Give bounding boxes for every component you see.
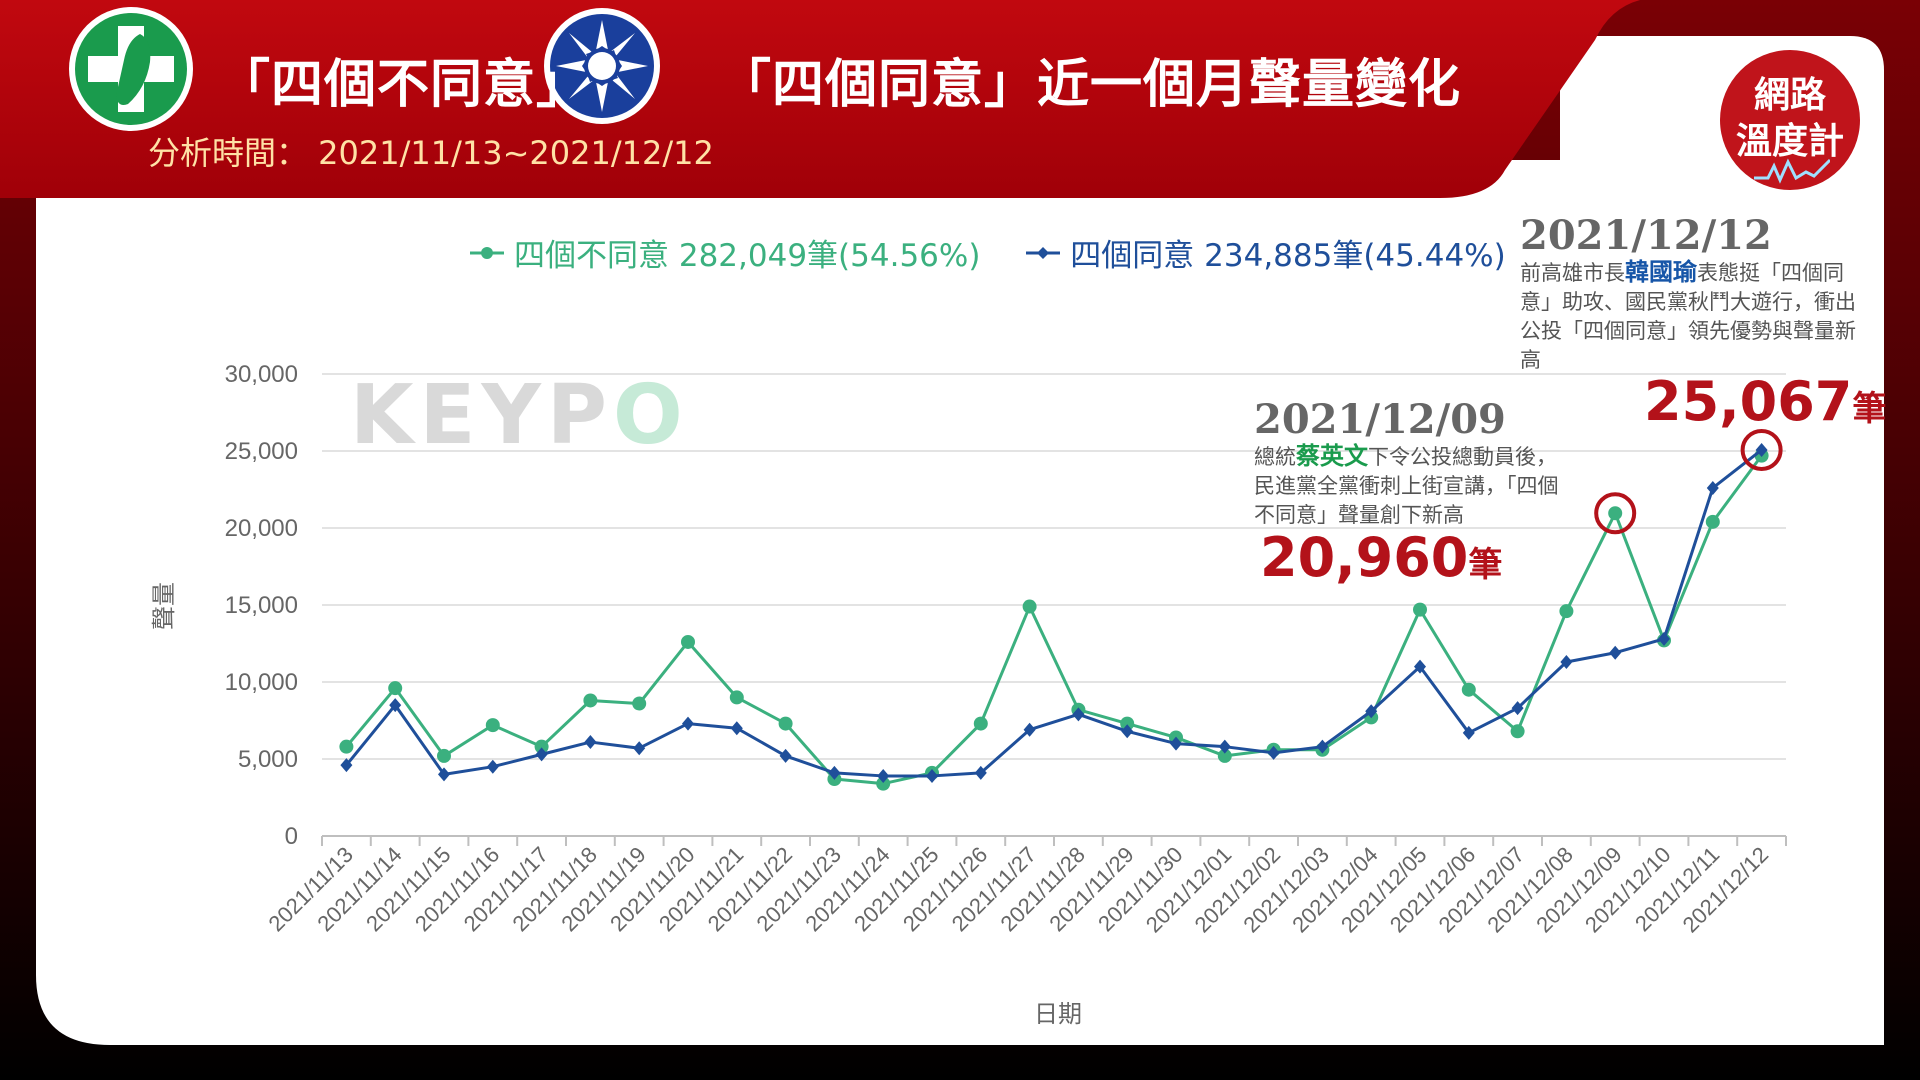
data-point-circle <box>437 748 451 763</box>
series-line-0 <box>345 454 1763 786</box>
data-point-diamond <box>877 768 890 783</box>
data-point-circle <box>339 739 354 754</box>
data-point-circle <box>583 693 598 708</box>
data-point-circle <box>1510 724 1525 739</box>
data-point-circle <box>778 716 793 731</box>
legend-label-disagree: 四個不同意 282,049筆(54.56%) <box>514 238 981 274</box>
data-point-diamond <box>1072 707 1085 722</box>
data-point-diamond <box>438 767 450 782</box>
data-point-diamond <box>1755 442 1768 457</box>
data-point-circle <box>729 690 744 705</box>
data-point-circle <box>485 718 500 733</box>
data-point-circle <box>632 696 647 711</box>
dpp-flag-icon <box>69 7 193 131</box>
data-point-diamond <box>1658 631 1670 646</box>
y-tick-label: 15,000 <box>225 592 298 619</box>
data-point-diamond <box>389 698 402 713</box>
title-part-a: 「四個不同意」 <box>218 55 590 115</box>
data-point-diamond <box>1511 701 1524 716</box>
annotation-1209-date: 2021/12/09 <box>1254 396 1506 443</box>
highlight-ring <box>1740 428 1783 471</box>
y-tick-label: 10,000 <box>225 669 298 696</box>
data-point-diamond <box>584 735 597 750</box>
data-point-circle <box>876 776 891 791</box>
watermark: KEYPO <box>350 368 689 463</box>
y-tick-label: 0 <box>285 823 298 850</box>
annotation-1209-text: 總統蔡英文下令公投總動員後，民進黨全黨衝刺上街宣講，「四個不同意」聲量創下新高 <box>1254 442 1559 527</box>
data-point-diamond <box>1121 724 1134 739</box>
badge-line2: 溫度計 <box>1735 121 1844 162</box>
data-point-diamond <box>974 765 987 780</box>
data-point-circle <box>1413 602 1427 617</box>
legend-label-agree: 四個同意 234,885筆(45.44%) <box>1070 238 1506 274</box>
data-point-diamond <box>1706 480 1719 495</box>
annotation-1209-value: 20,960筆 <box>1260 526 1503 589</box>
highlight-ring <box>1594 492 1637 535</box>
data-point-diamond <box>1609 645 1622 660</box>
data-point-diamond <box>730 721 743 736</box>
data-point-diamond <box>1365 704 1378 719</box>
data-point-circle <box>681 634 695 649</box>
y-tick-label: 30,000 <box>225 361 298 388</box>
data-point-diamond <box>1170 736 1182 751</box>
annotation-1212-date: 2021/12/12 <box>1520 212 1772 259</box>
annotation-1212-text: 前高雄市長韓國瑜表態挺「四個同意」助攻、國民黨秋鬥大遊行，衝出公投「四個同意」領… <box>1520 258 1856 372</box>
brand-badge: 網路 溫度計 <box>1720 50 1860 190</box>
series-line-1 <box>345 448 1763 778</box>
legend-item-agree: 四個同意 234,885筆(45.44%) <box>1026 230 1506 275</box>
badge-line1: 網路 <box>1753 75 1826 116</box>
y-axis-label: 聲量 <box>150 582 178 630</box>
legend-circle-marker-icon <box>470 246 504 259</box>
data-point-diamond <box>1316 739 1329 754</box>
y-tick-label: 25,000 <box>225 438 298 465</box>
x-axis-label: 日期 <box>1034 1000 1082 1028</box>
data-point-diamond <box>340 758 353 773</box>
data-point-circle <box>973 716 988 731</box>
analysis-period: 分析時間： 2021/11/13~2021/12/12 <box>148 134 714 172</box>
data-point-diamond <box>1023 722 1036 737</box>
data-point-circle <box>1705 514 1720 529</box>
pulse-icon <box>1754 158 1830 184</box>
data-point-circle <box>1608 506 1623 521</box>
data-point-circle <box>534 739 549 754</box>
data-point-diamond <box>682 716 694 731</box>
y-tick-label: 20,000 <box>225 515 298 542</box>
data-point-circle <box>1559 604 1574 619</box>
data-point-diamond <box>779 748 792 763</box>
data-point-diamond <box>828 765 841 780</box>
annotation-1212-value: 25,067筆 <box>1644 370 1887 433</box>
data-point-circle <box>1022 599 1037 614</box>
data-point-diamond <box>535 747 548 762</box>
data-point-circle <box>1120 716 1135 731</box>
legend-item-disagree: 四個不同意 282,049筆(54.56%) <box>470 230 980 275</box>
title-part-b: 「四個同意」近一個月聲量變化 <box>719 55 1462 115</box>
data-point-diamond <box>486 759 499 774</box>
data-point-diamond <box>926 768 938 783</box>
page-title: 「四個不同意」 「四個同意」近一個月聲量變化 <box>218 42 1461 117</box>
data-point-diamond <box>1414 659 1426 674</box>
data-point-circle <box>1217 748 1232 763</box>
data-point-diamond <box>1462 725 1475 740</box>
kmt-emblem-icon <box>544 8 660 124</box>
data-point-circle <box>388 681 403 696</box>
data-point-diamond <box>633 741 646 756</box>
data-point-circle <box>1461 682 1476 697</box>
y-tick-label: 5,000 <box>238 746 298 773</box>
data-point-diamond <box>1218 739 1231 754</box>
data-point-diamond <box>1560 654 1573 669</box>
chart-legend: 四個不同意 282,049筆(54.56%) 四個同意 234,885筆(45.… <box>470 230 1542 275</box>
legend-diamond-marker-icon <box>1026 246 1061 259</box>
data-point-diamond <box>1267 745 1280 760</box>
